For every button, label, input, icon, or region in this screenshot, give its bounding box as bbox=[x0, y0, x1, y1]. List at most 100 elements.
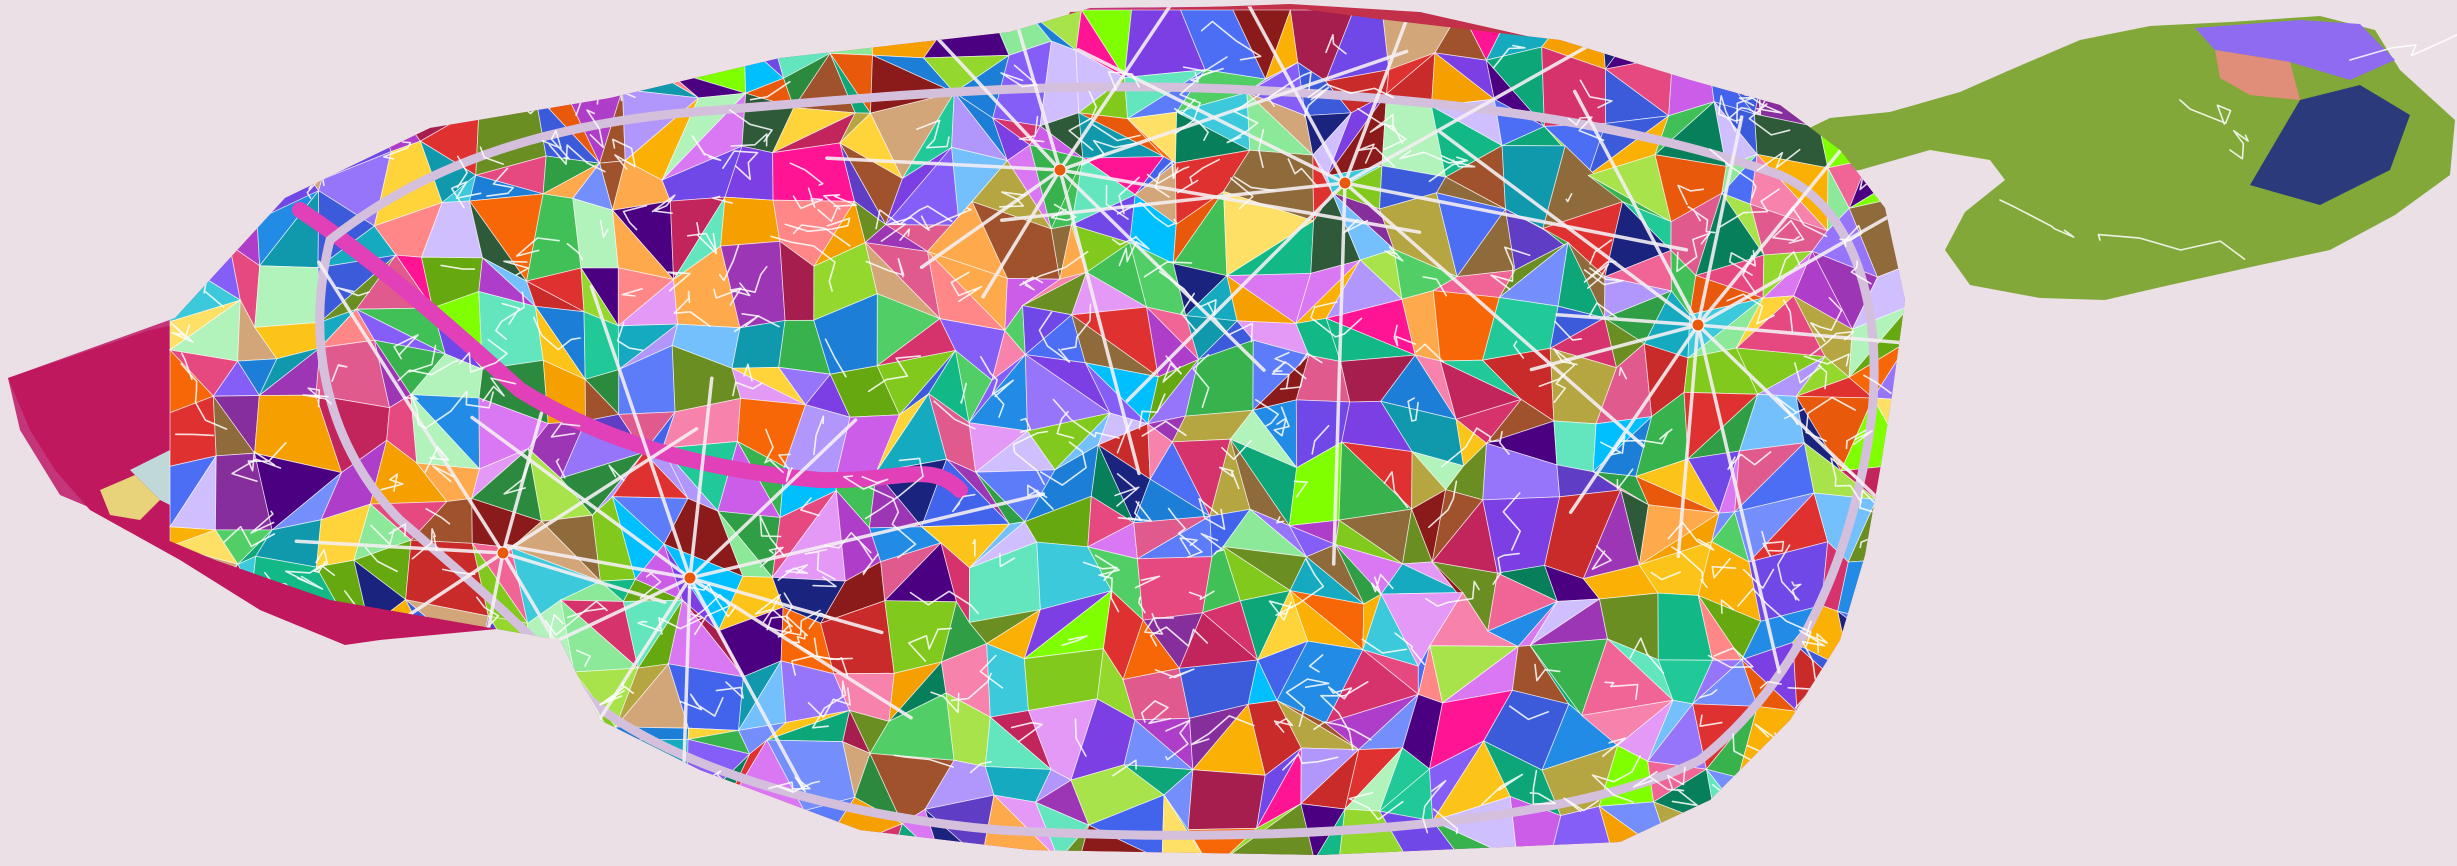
avenue bbox=[504, 543, 692, 580]
plaza-node[interactable] bbox=[683, 571, 697, 585]
side-street bbox=[766, 615, 808, 637]
side-street bbox=[1732, 733, 1756, 763]
side-street bbox=[1141, 420, 1187, 437]
side-street bbox=[811, 680, 847, 729]
side-street bbox=[994, 393, 1005, 418]
district-block[interactable] bbox=[1136, 556, 1213, 621]
side-street bbox=[566, 607, 606, 619]
avenue bbox=[501, 551, 667, 604]
side-street bbox=[1583, 267, 1624, 286]
plaza-node[interactable] bbox=[1691, 318, 1705, 332]
avenue bbox=[1343, 181, 1689, 252]
side-street bbox=[1830, 457, 1862, 504]
side-street bbox=[679, 693, 724, 717]
side-street bbox=[1200, 532, 1224, 555]
side-street bbox=[1810, 297, 1843, 342]
avenue bbox=[681, 576, 692, 792]
side-street bbox=[1060, 303, 1092, 351]
side-street bbox=[1428, 480, 1458, 528]
side-street bbox=[1198, 498, 1226, 530]
side-street bbox=[1325, 34, 1347, 55]
side-street bbox=[1441, 427, 1500, 468]
side-street bbox=[1308, 654, 1324, 673]
plaza-nodes bbox=[496, 163, 1705, 585]
plaza-node[interactable] bbox=[1338, 176, 1352, 190]
district-block[interactable] bbox=[254, 265, 321, 328]
side-street bbox=[1274, 351, 1307, 380]
side-street bbox=[1094, 554, 1120, 613]
avenue bbox=[1572, 89, 1700, 327]
side-street bbox=[382, 141, 412, 160]
side-street bbox=[576, 649, 591, 667]
side-street bbox=[1492, 44, 1526, 69]
side-street bbox=[792, 187, 824, 210]
side-street bbox=[1018, 115, 1045, 143]
side-street bbox=[909, 590, 979, 615]
side-street bbox=[869, 487, 917, 559]
side-street bbox=[1082, 561, 1118, 582]
side-street bbox=[1737, 587, 1812, 647]
side-street bbox=[1138, 393, 1166, 430]
side-street bbox=[566, 242, 584, 261]
avenue bbox=[1343, 32, 1612, 185]
plaza-node[interactable] bbox=[496, 546, 510, 560]
side-street bbox=[732, 381, 763, 397]
side-street bbox=[441, 568, 476, 575]
side-street bbox=[1588, 302, 1618, 319]
side-street bbox=[403, 393, 427, 429]
side-street bbox=[1687, 205, 1716, 234]
side-street bbox=[1805, 396, 1856, 442]
side-street bbox=[1602, 737, 1626, 758]
side-street bbox=[550, 423, 581, 438]
side-street bbox=[1111, 236, 1138, 246]
district-block[interactable] bbox=[1432, 820, 1518, 860]
side-street bbox=[1019, 417, 1032, 434]
side-street bbox=[691, 135, 722, 161]
district-block[interactable] bbox=[720, 196, 781, 247]
side-street bbox=[791, 634, 814, 656]
side-street bbox=[813, 415, 825, 456]
side-street bbox=[432, 465, 456, 483]
district-block[interactable] bbox=[1187, 769, 1266, 831]
district-block[interactable] bbox=[1338, 808, 1409, 860]
side-street bbox=[999, 191, 1027, 208]
side-street bbox=[608, 464, 625, 482]
avenue bbox=[1058, 168, 1266, 372]
side-street bbox=[651, 194, 676, 214]
side-street bbox=[203, 276, 225, 308]
side-street bbox=[673, 290, 711, 328]
side-street bbox=[1370, 573, 1394, 595]
side-street bbox=[1177, 158, 1220, 194]
side-street bbox=[1307, 83, 1394, 99]
side-street bbox=[1116, 201, 1178, 228]
side-street bbox=[1221, 440, 1252, 461]
side-street bbox=[1327, 686, 1353, 700]
district-block[interactable] bbox=[1161, 793, 1207, 860]
side-street bbox=[775, 780, 820, 793]
side-street bbox=[1805, 620, 1829, 654]
side-street bbox=[1399, 150, 1469, 164]
east-park-plot-c bbox=[2250, 85, 2410, 205]
district-block[interactable] bbox=[1553, 420, 1597, 473]
side-street bbox=[515, 237, 560, 257]
side-street bbox=[1794, 362, 1828, 390]
side-street bbox=[532, 316, 581, 351]
side-street bbox=[1140, 700, 1172, 725]
side-street bbox=[1534, 663, 1561, 682]
side-street bbox=[331, 364, 348, 382]
side-street bbox=[1728, 249, 1756, 276]
street-network bbox=[166, 6, 1905, 854]
side-street bbox=[950, 271, 983, 303]
avenue bbox=[1676, 323, 1700, 559]
side-street bbox=[336, 286, 370, 297]
side-street bbox=[1853, 430, 1873, 446]
side-street bbox=[1791, 581, 1802, 601]
plaza-node[interactable] bbox=[1053, 163, 1067, 177]
side-street bbox=[875, 205, 953, 230]
map-overlays bbox=[166, 6, 1905, 854]
side-street bbox=[599, 681, 635, 706]
park-path bbox=[2349, 34, 2457, 61]
side-street bbox=[712, 195, 734, 204]
side-street bbox=[1287, 158, 1319, 188]
